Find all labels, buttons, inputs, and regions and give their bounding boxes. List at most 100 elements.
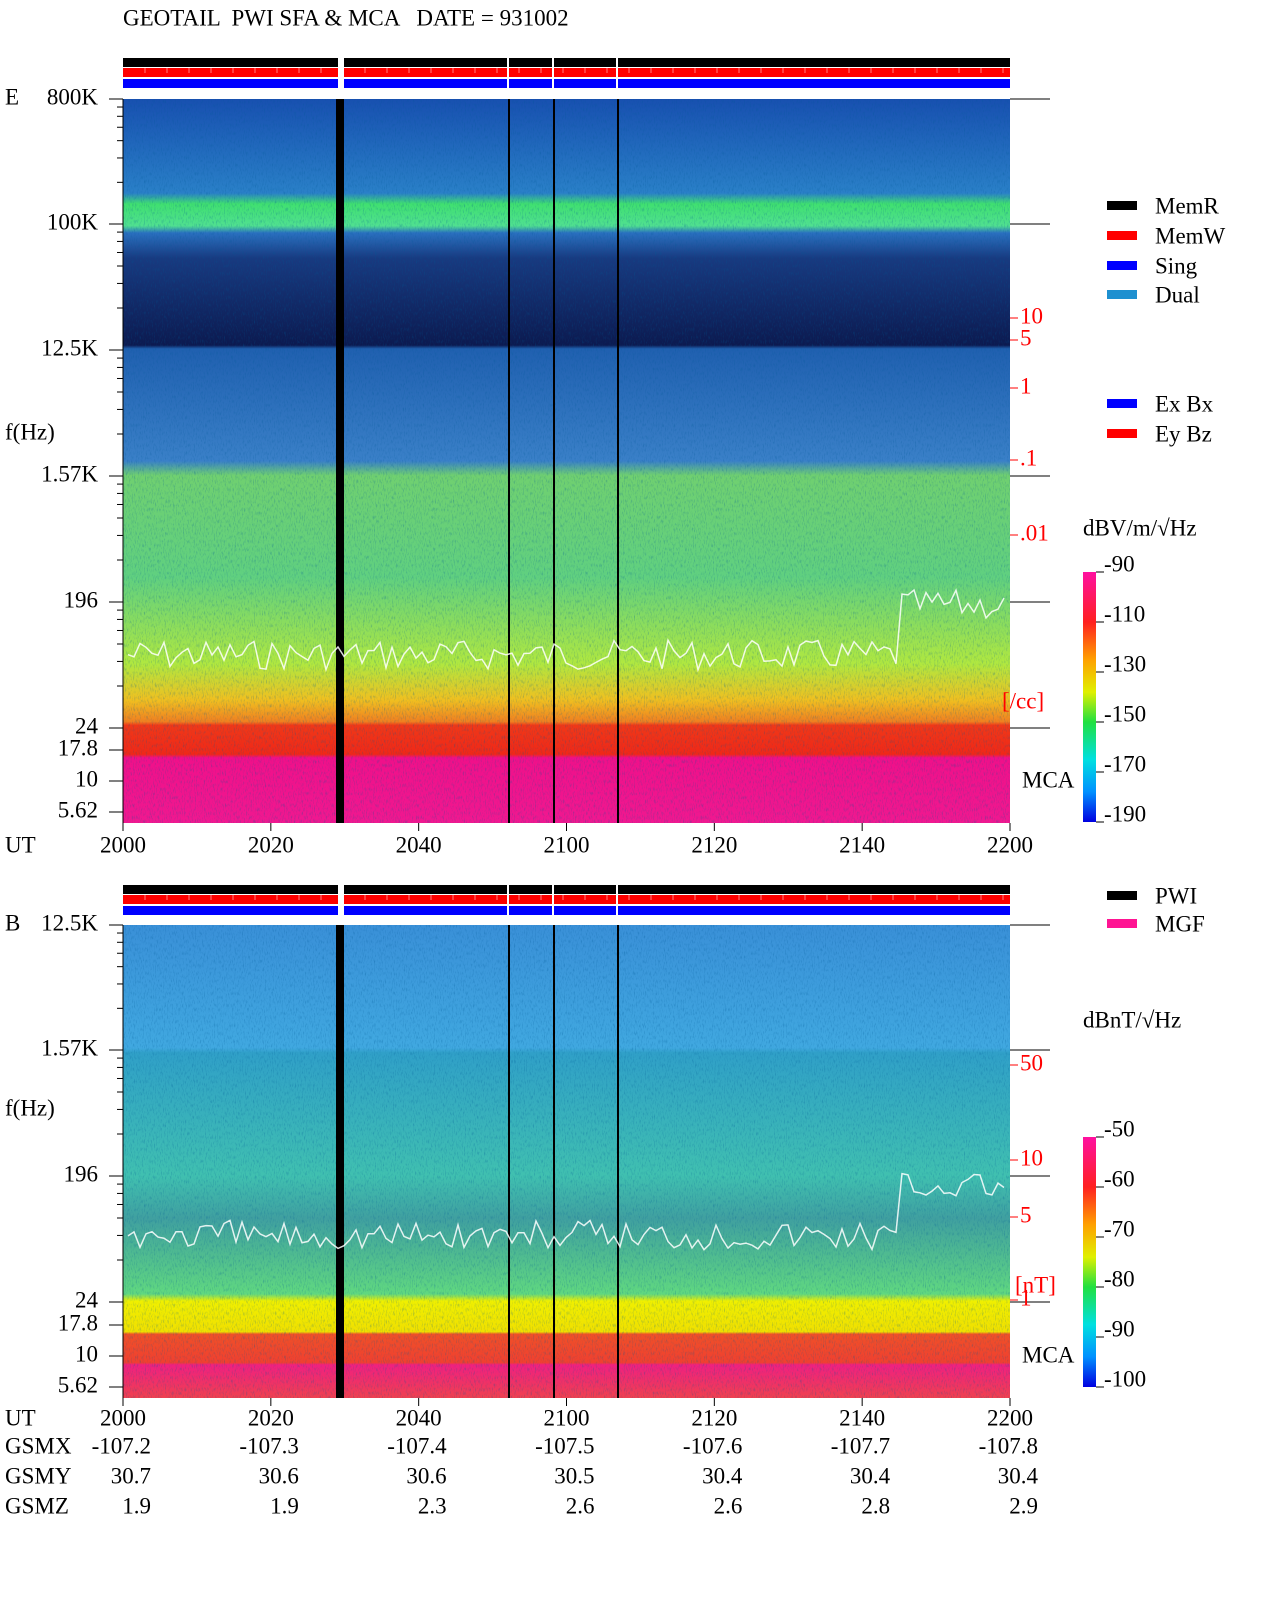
y-tick-label: 1.57K (41, 1035, 98, 1060)
orbit-value: -107.8 (979, 1433, 1038, 1458)
x-tick-label: 2020 (248, 1405, 294, 1430)
figure-title: GEOTAIL PWI SFA & MCA DATE = 931002 (123, 5, 569, 30)
orbit-value: -107.2 (92, 1433, 151, 1458)
panel-label: E (5, 84, 19, 109)
orbit-value: 30.6 (406, 1463, 446, 1488)
status-gap (507, 885, 509, 915)
orbit-value: -107.5 (535, 1433, 594, 1458)
colorbar (1083, 1137, 1096, 1387)
colorbar-tick-label: -90 (1104, 551, 1135, 576)
legend-swatch (1107, 201, 1137, 210)
spectrogram-texture (123, 925, 1010, 1398)
legend-swatch (1107, 231, 1137, 240)
orbit-value: -107.3 (239, 1433, 298, 1458)
orbit-value: -107.7 (831, 1433, 890, 1458)
y-tick-label: 17.8 (58, 1310, 98, 1335)
y-tick-label: 24 (75, 1287, 99, 1312)
status-gap (552, 885, 554, 915)
colorbar-unit: dBnT/√Hz (1083, 1007, 1181, 1032)
status-gap (616, 885, 618, 915)
data-gap (336, 925, 344, 1398)
y-tick-label: 17.8 (58, 735, 98, 760)
right-scale-label: 1 (1020, 373, 1032, 398)
spectrogram-texture (123, 99, 1010, 823)
legend-label: MGF (1155, 911, 1205, 936)
y-tick-label: 800K (47, 84, 99, 109)
plots: Ef(Hz)MCAUT800K100K12.5K1.57K1962417.810… (5, 58, 1226, 1518)
data-gap (617, 99, 619, 823)
right-scale-label: 5 (1020, 325, 1032, 350)
y-tick-label: 1.57K (41, 461, 98, 486)
colorbar-tick-label: -50 (1104, 1116, 1135, 1141)
orbit-value: -107.6 (683, 1433, 742, 1458)
orbit-value: 30.4 (998, 1463, 1039, 1488)
colorbar-unit: dBV/m/√Hz (1083, 515, 1197, 540)
y-axis-label: f(Hz) (5, 1095, 55, 1120)
legend-label: MemW (1155, 223, 1226, 248)
orbit-label: GSMZ (5, 1493, 69, 1518)
right-scale-label: 1 (1020, 1285, 1032, 1310)
status-gap (338, 58, 344, 88)
colorbar-tick-label: -80 (1104, 1266, 1135, 1291)
legend-label: Ex Bx (1155, 391, 1214, 416)
right-scale-label: 10 (1020, 1145, 1043, 1170)
status-gap (338, 885, 344, 915)
legend-swatch (1107, 429, 1137, 438)
orbit-value: 2.6 (714, 1493, 743, 1518)
orbit-value: 30.6 (259, 1463, 299, 1488)
legend-swatch (1107, 919, 1137, 928)
y-tick-label: 196 (64, 587, 99, 612)
legend-label: PWI (1155, 883, 1197, 908)
y-axis-label: f(Hz) (5, 419, 55, 444)
status-bar (123, 906, 1010, 915)
status-bar (123, 68, 1010, 77)
orbit-label: GSMY (5, 1463, 72, 1488)
legend-swatch (1107, 399, 1137, 408)
data-gap (553, 925, 555, 1398)
data-gap (617, 925, 619, 1398)
y-tick-label: 100K (47, 209, 99, 234)
data-gap (508, 925, 510, 1398)
legend-label: Sing (1155, 253, 1198, 278)
status-bar (123, 79, 1010, 88)
colorbar-tick-label: -60 (1104, 1166, 1135, 1191)
legend-label: Dual (1155, 282, 1200, 307)
x-tick-label: 2200 (987, 1405, 1033, 1430)
colorbar (1083, 572, 1096, 822)
y-tick-label: 196 (64, 1161, 99, 1186)
right-scale-label: 5 (1020, 1202, 1032, 1227)
right-scale-label: 50 (1020, 1050, 1043, 1075)
right-scale-label: .1 (1020, 445, 1037, 470)
density-trace (127, 1172, 1005, 1252)
right-scale-unit: [/cc] (1002, 688, 1044, 713)
y-tick-label: 5.62 (58, 797, 98, 822)
status-bar (123, 58, 1010, 67)
legend-swatch (1107, 891, 1137, 900)
orbit-value: -107.4 (387, 1433, 447, 1458)
data-gap (553, 99, 555, 823)
orbit-value: 30.7 (111, 1463, 151, 1488)
x-tick-label: 2120 (691, 832, 737, 857)
colorbar-tick-label: -70 (1104, 1216, 1135, 1241)
status-gap (552, 58, 554, 88)
orbit-value: 2.3 (418, 1493, 447, 1518)
data-gap (508, 99, 510, 823)
colorbar-tick-label: -100 (1104, 1366, 1146, 1391)
time-axis-label: UT (5, 832, 36, 857)
x-tick-label: 2100 (544, 1405, 590, 1430)
legend-label: Ey Bz (1155, 421, 1212, 446)
orbit-value: 2.6 (566, 1493, 595, 1518)
status-gap (616, 58, 618, 88)
y-tick-label: 5.62 (58, 1372, 98, 1397)
density-trace (127, 588, 1005, 673)
colorbar-tick-label: -170 (1104, 751, 1146, 776)
colorbar-tick-label: -90 (1104, 1316, 1135, 1341)
orbit-value: 30.4 (702, 1463, 743, 1488)
status-bar (123, 885, 1010, 894)
orbit-value: 1.9 (122, 1493, 151, 1518)
x-tick-label: 2000 (100, 1405, 146, 1430)
orbit-value: 2.9 (1009, 1493, 1038, 1518)
x-tick-label: 2100 (544, 832, 590, 857)
